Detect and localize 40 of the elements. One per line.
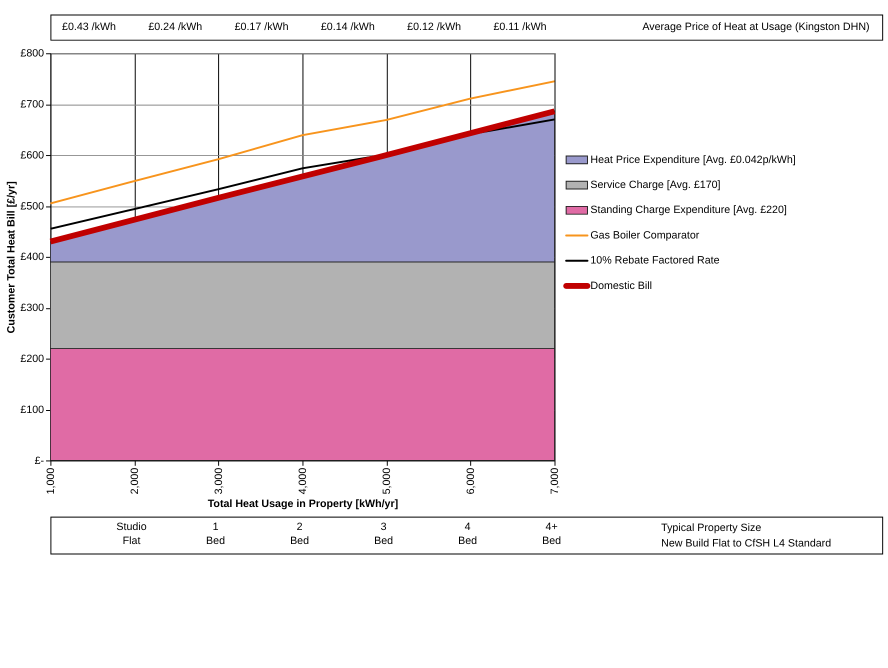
line-series (49, 80, 556, 204)
y-tick-label: £200 (20, 353, 44, 366)
text: £0.17 /kWh (234, 21, 289, 34)
x-tick-label: 3,000 (212, 468, 225, 494)
x-tick-label: 5,000 (380, 468, 393, 494)
y-tick-label: £100 (20, 404, 44, 416)
x-tick-label: 6,000 (464, 468, 477, 494)
y-tick-label: £500 (20, 200, 44, 212)
legend-label: Gas Boiler Comparator (590, 229, 700, 242)
x-tick-label: 2,000 (128, 468, 141, 494)
legend-label: Domestic Bill (590, 280, 652, 292)
text: 2 Bed (290, 521, 310, 547)
legend-label: 10% Rebate Factored Rate (590, 254, 720, 267)
text: £0.12 /kWh (407, 21, 462, 34)
text: Average Price of Heat at Usage (Kingston DHN) (642, 21, 870, 34)
legend-label: Heat Price Expenditure [Avg. £0.042p/kWh] (590, 154, 796, 166)
text: Typical Property Size (661, 522, 762, 534)
y-tick-label: £600 (20, 149, 44, 162)
x-tick-label: 4,000 (296, 468, 309, 494)
y-tick-label: £800 (20, 48, 44, 60)
text: 4+ Bed (542, 521, 562, 547)
legend-label: Standing Charge Expenditure [Avg. £220] (590, 204, 787, 216)
text: £0.24 /kWh (148, 21, 202, 34)
text: 3 Bed (374, 521, 394, 547)
text: Studio Flat (116, 521, 147, 547)
y-tick-label: £700 (20, 98, 44, 111)
x-tick-label: 1,000 (44, 468, 57, 494)
y-tick-label: £300 (20, 302, 44, 314)
text: £0.14 /kWh (320, 21, 375, 34)
text: 1 Bed (206, 521, 226, 547)
x-tick-label: 7,000 (548, 468, 561, 494)
legend-label: Service Charge [Avg. £170] (590, 179, 721, 192)
y-tick-label: £400 (20, 251, 44, 264)
y-axis-title: Customer Total Heat Bill [£/yr] (6, 181, 18, 334)
text: £0.43 /kWh (62, 21, 116, 34)
text: New Build Flat to CfSH L4 Standard (661, 538, 832, 550)
y-tick-label: £- (34, 454, 45, 467)
text: £0.11 /kWh (493, 21, 547, 34)
x-axis-title: Total Heat Usage in Property [kWh/yr] (208, 498, 398, 510)
text: 4 Bed (458, 521, 478, 547)
